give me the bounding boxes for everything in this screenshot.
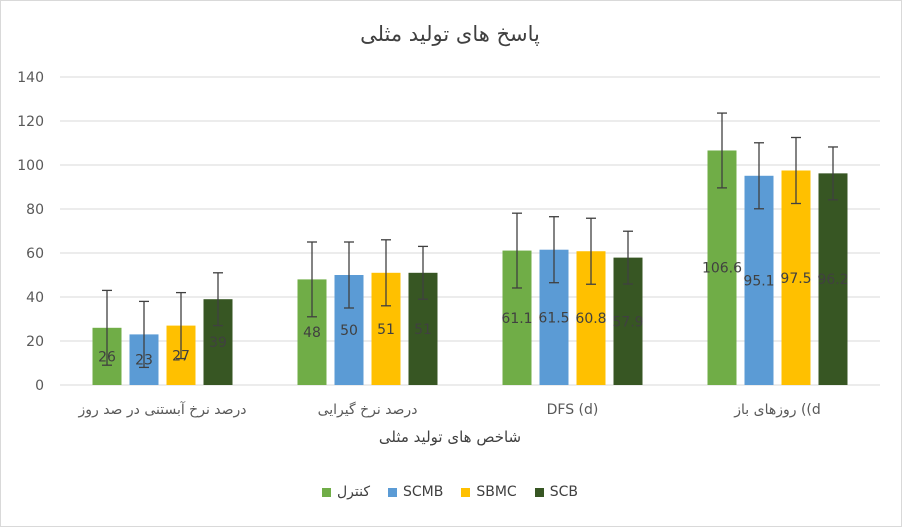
y-tick-label: 140 [17, 70, 44, 86]
legend-swatch [321, 487, 331, 497]
legend-item: SCMB [388, 484, 443, 500]
legend-item: SCB [534, 484, 578, 500]
x-tick-label: روزهای باز ((d [733, 402, 821, 418]
x-tick-label: DFS (d) [547, 402, 599, 418]
data-label: 97.5 [780, 271, 811, 287]
data-label: 61.1 [501, 311, 532, 327]
y-tick-label: 0 [35, 378, 44, 394]
x-tick-label: درصد نرخ آبستنی در صد روز [77, 401, 246, 418]
data-label: 57.9 [612, 314, 643, 330]
data-label: 96.2 [817, 272, 848, 288]
y-tick-label: 120 [17, 114, 44, 130]
data-label: 50 [340, 323, 358, 339]
legend-item: SBMC [461, 484, 517, 500]
legend: کنترل SCMB SBMC SCB [0, 484, 900, 500]
data-label: 106.6 [702, 261, 742, 277]
bar [781, 170, 811, 385]
data-label: 61.5 [538, 310, 569, 326]
data-label: 95.1 [743, 273, 774, 289]
bar [707, 150, 737, 385]
bar [744, 175, 774, 385]
legend-swatch [461, 487, 471, 497]
data-label: 23 [135, 353, 153, 369]
legend-label: SCB [549, 484, 578, 500]
data-label: 51 [414, 322, 432, 338]
gridlines [60, 76, 880, 386]
legend-label: SBMC [476, 484, 517, 500]
chart-title: پاسخ های تولید مثلی [360, 22, 540, 46]
y-tick-label: 40 [26, 290, 44, 306]
data-label: 39 [209, 335, 227, 351]
x-axis-ticks: درصد نرخ آبستنی در صد روز درصد نرخ گیرایی… [77, 401, 820, 418]
y-tick-label: 80 [26, 202, 44, 218]
data-label: 48 [303, 325, 321, 341]
legend-swatch [534, 487, 544, 497]
y-axis-ticks: 0 20 40 60 80 100 120 140 [17, 70, 44, 394]
error-bars [102, 112, 838, 369]
x-axis-title: شاخص های تولید مثلی [378, 428, 522, 446]
data-label: 27 [172, 348, 190, 364]
data-label: 51 [377, 322, 395, 338]
y-tick-label: 60 [26, 246, 44, 262]
x-tick-label: درصد نرخ گیرایی [318, 401, 418, 418]
data-labels: 26 23 27 39 48 50 51 51 61.1 61.5 60.8 57.9 106.695.… [98, 261, 849, 369]
data-label: 60.8 [575, 311, 606, 327]
bar [818, 173, 848, 385]
y-tick-label: 20 [26, 334, 44, 350]
legend-label: SCMB [403, 484, 444, 500]
legend-item: کنترل [321, 484, 370, 500]
legend-swatch [388, 487, 397, 497]
y-tick-label: 100 [17, 158, 44, 174]
legend-label: کنترل [336, 484, 370, 500]
data-label: 26 [98, 349, 116, 365]
